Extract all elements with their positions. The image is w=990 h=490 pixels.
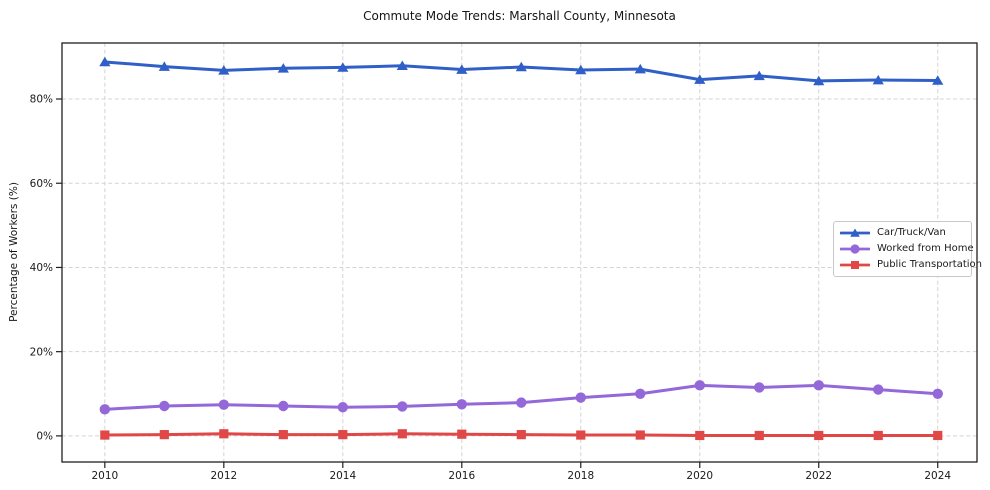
- series-2-marker: [635, 430, 645, 440]
- series-2-marker: [754, 430, 764, 441]
- series-2-marker: [814, 430, 824, 441]
- x-tick-label: 2020: [686, 470, 713, 482]
- series-1-marker: [456, 399, 467, 410]
- series-0-marker: [337, 62, 349, 72]
- x-tick-label: 2012: [210, 470, 237, 482]
- legend-item-worked-from-home: Worked from Home: [840, 243, 974, 255]
- y-tick-label: 20%: [30, 346, 53, 358]
- series-0-marker: [813, 75, 825, 86]
- y-tick-label: 40%: [30, 262, 53, 274]
- legend: Car/Truck/Van Worked from Home Public Tr…: [833, 221, 982, 277]
- series-1-marker: [575, 392, 586, 403]
- series-2-marker: [695, 430, 705, 441]
- series-1-marker: [218, 399, 230, 410]
- legend-swatch-triangle-icon: [840, 228, 870, 237]
- y-axis-label: Percentage of Workers (%): [8, 182, 20, 322]
- legend-swatch-shape: [851, 261, 859, 269]
- series-1-marker: [159, 400, 170, 412]
- series-1-marker: [932, 388, 943, 399]
- series-2-marker: [219, 429, 229, 439]
- series-2-marker: [397, 429, 407, 439]
- legend-label-public-transportation: Public Transportation: [877, 259, 982, 270]
- series-2-marker: [576, 430, 586, 440]
- series-2-marker: [873, 430, 883, 441]
- series-2-marker: [278, 430, 288, 440]
- legend-item-car-truck-van: Car/Truck/Van: [840, 227, 965, 239]
- series-2-marker: [933, 430, 943, 441]
- y-tick-label: 60%: [30, 178, 53, 190]
- series-0-marker: [753, 70, 765, 81]
- legend-item-public-transportation: Public Transportation: [840, 259, 982, 271]
- y-tick-label: 0%: [36, 431, 53, 443]
- series-1-marker: [873, 384, 884, 395]
- legend-swatch-circle-icon: [840, 244, 870, 254]
- series-1-marker: [813, 380, 824, 391]
- plot-border: [61, 42, 978, 463]
- series-2-marker: [159, 430, 169, 440]
- series-1-marker: [635, 388, 646, 399]
- series-1-marker: [516, 397, 527, 408]
- series-0-marker: [396, 60, 408, 71]
- series-1-marker: [99, 404, 111, 415]
- series-2-marker: [338, 430, 348, 440]
- series-2-marker: [100, 430, 110, 440]
- series-0-marker: [515, 61, 527, 72]
- x-tick-label: 2024: [924, 470, 951, 482]
- series-0-marker: [158, 61, 170, 71]
- series-1-marker: [694, 380, 705, 391]
- series-0-marker: [277, 63, 289, 73]
- y-tick-label: 80%: [30, 94, 53, 106]
- chart-title: Commute Mode Trends: Marshall County, Mi…: [363, 9, 676, 23]
- series-0-marker: [872, 74, 884, 85]
- series-1-marker: [397, 401, 408, 412]
- series-2-marker: [516, 430, 526, 440]
- x-tick-label: 2018: [567, 470, 594, 482]
- x-tick-label: 2022: [805, 470, 832, 482]
- legend-swatch-shape: [850, 228, 860, 237]
- series-0-marker: [218, 65, 230, 75]
- series-2-marker: [457, 429, 467, 439]
- legend-swatch-shape: [850, 244, 860, 254]
- series-0-marker: [456, 64, 468, 74]
- x-tick-label: 2016: [448, 470, 475, 482]
- series-0-marker: [932, 75, 944, 85]
- series-0-marker: [575, 64, 587, 75]
- series-1-marker: [337, 402, 349, 413]
- x-tick-label: 2010: [91, 470, 118, 482]
- series-0-marker: [694, 74, 706, 84]
- x-tick-label: 2014: [329, 470, 356, 482]
- legend-label-worked-from-home: Worked from Home: [877, 243, 974, 254]
- series-1-marker: [278, 400, 289, 412]
- legend-label-car-truck-van: Car/Truck/Van: [877, 227, 946, 238]
- series-0-marker: [634, 63, 646, 74]
- series-1-marker: [754, 382, 765, 393]
- series-0-marker: [99, 56, 111, 67]
- legend-swatch-square-icon: [840, 261, 870, 269]
